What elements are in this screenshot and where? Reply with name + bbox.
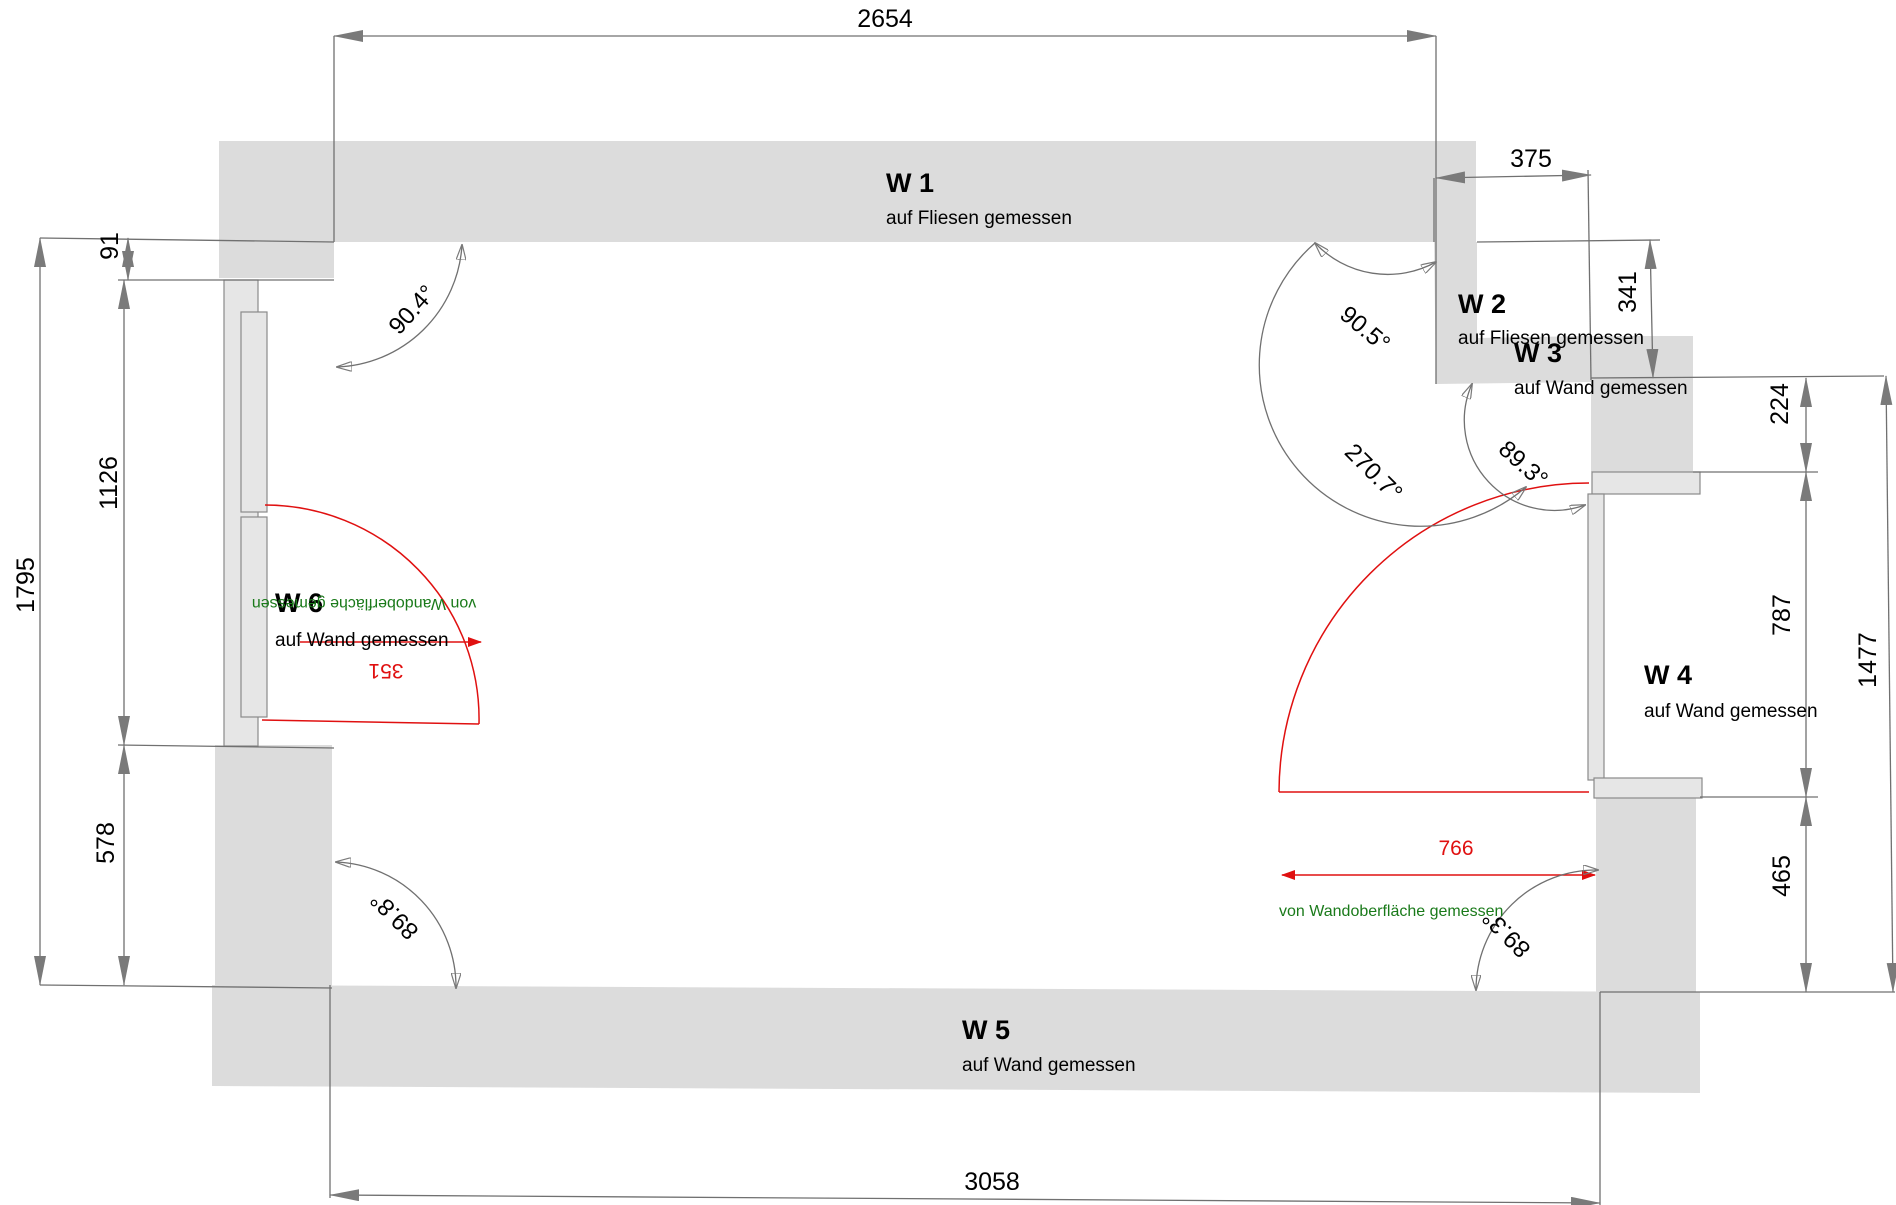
wall-w4-lower [1596,797,1696,992]
window-right [1587,471,1703,799]
door-right [1278,482,1596,880]
label-w2: W 2 auf Fliesen gemessen [1458,289,1644,349]
svg-text:W 1: W 1 [886,168,934,198]
dimension-lines [34,30,1896,1205]
door-left-note: von Wandoberfläche gemessen [252,595,476,612]
svg-text:W 3: W 3 [1514,338,1562,368]
label-w4: W 4 auf Wand gemessen [1644,660,1818,722]
door-right-note: von Wandoberfläche gemessen [1279,903,1503,920]
wall-w2 [1434,242,1591,384]
dim-bottom-width: 3058 [964,1168,1020,1196]
svg-text:auf Fliesen gemessen: auf Fliesen gemessen [886,208,1072,229]
wall-w6-lower [215,745,332,988]
dim-right-total: 1477 [1854,632,1882,688]
label-w6: W 6 auf Wand gemessen [275,588,449,651]
dim-line-bottom [329,1189,1601,1205]
dim-right-top: 224 [1766,383,1794,425]
door-left-value: 351 [368,659,403,682]
label-w1: W 1 auf Fliesen gemessen [886,168,1072,229]
svg-text:auf Fliesen gemessen: auf Fliesen gemessen [1458,328,1644,349]
svg-text:W 4: W 4 [1644,660,1692,690]
label-w5: W 5 auf Wand gemessen [962,1015,1136,1076]
dim-w2-width: 375 [1510,145,1552,173]
dim-left-bottom: 578 [92,822,120,864]
svg-text:auf Wand gemessen: auf Wand gemessen [1644,701,1818,722]
wall-w5 [212,985,1700,1093]
svg-text:auf Wand gemessen: auf Wand gemessen [1514,378,1688,399]
svg-text:auf Wand gemessen: auf Wand gemessen [275,630,449,651]
angle-w1-w2: 90.5° [1335,301,1395,358]
wall-w1 [219,141,1476,242]
dim-left-top: 91 [96,232,124,260]
angle-arcs [336,243,1598,990]
dim-right-window: 787 [1768,594,1796,636]
wall-w3 [1591,336,1693,472]
door-right-value: 766 [1438,837,1473,860]
extension-lines [39,36,1895,1205]
wall-w6-upper [219,242,334,278]
svg-text:W 2: W 2 [1458,289,1506,319]
svg-text:auf Wand gemessen: auf Wand gemessen [962,1055,1136,1076]
dim-left-total: 1795 [12,557,40,613]
dim-top-width: 2654 [857,5,913,33]
label-w3: W 3 auf Wand gemessen [1514,338,1688,399]
dim-line-w2-width [1435,169,1592,184]
svg-text:W 6: W 6 [275,588,323,618]
angle-top-left: 90.4° [384,280,442,340]
dim-w2-depth: 341 [1614,271,1642,313]
dim-left-window: 1126 [95,456,123,510]
svg-text:W 5: W 5 [962,1015,1010,1045]
dim-right-bottom: 465 [1768,855,1796,897]
window-left [223,279,268,747]
dim-line-right-total [1880,375,1896,993]
angle-w3-w4: 89.3° [1493,436,1553,494]
dim-line-w2-depth [1644,239,1659,379]
angle-w2-reflex: 270.7° [1339,439,1407,507]
door-left [261,504,482,725]
